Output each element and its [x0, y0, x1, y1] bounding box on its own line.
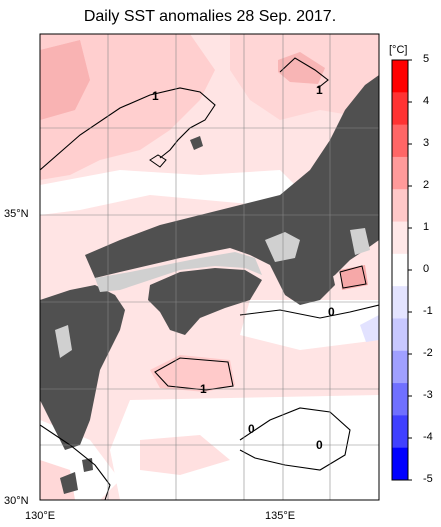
contour-label: 0 — [248, 422, 255, 436]
neutral-region-east — [240, 300, 379, 350]
colorbar-swatch — [392, 447, 408, 481]
ariake-sea — [55, 325, 72, 358]
lat-label-35n: 35°N — [4, 208, 29, 220]
contour-0-southwest — [40, 424, 111, 500]
colorbar-swatch — [392, 156, 408, 190]
contour-0-east — [239, 304, 379, 319]
colorbar-unit: [°C] — [389, 44, 408, 56]
contour-small-1 — [149, 154, 167, 168]
cool-patch-east — [360, 315, 379, 342]
contour-label: 0 — [316, 438, 323, 452]
contour-small-2 — [339, 265, 367, 289]
land-tanegashima — [60, 472, 78, 494]
colorbar-tick-label: 5 — [423, 53, 430, 65]
seto-inland-sea — [95, 252, 262, 292]
colorbar-swatch — [392, 221, 408, 255]
map-title: Daily SST anomalies 28 Sep. 2017. — [83, 8, 337, 25]
contour-label: 1 — [316, 83, 323, 97]
lat-label-30n: 30°N — [4, 495, 29, 507]
contour-label: 1 — [152, 89, 159, 103]
contour-1-south — [154, 357, 234, 391]
osaka-bay — [265, 232, 300, 262]
colorbar-tick-label: -2 — [423, 347, 433, 359]
ise-bay — [350, 228, 370, 255]
warm-blob-south — [150, 355, 235, 392]
neutral-band — [40, 170, 300, 215]
colorbar-swatch — [392, 253, 408, 287]
contour-1-north — [40, 87, 216, 171]
colorbar — [391, 59, 412, 481]
land-kii-peninsula — [270, 255, 335, 305]
colorbar-tick-label: 1 — [423, 221, 430, 233]
land-yakushima — [82, 458, 93, 472]
colorbar-tick-label: -3 — [423, 389, 433, 401]
warm-core-northwest — [40, 40, 90, 120]
colorbar-tick-label: 4 — [423, 95, 430, 107]
colorbar-swatch — [392, 415, 408, 449]
land-shikoku — [148, 268, 262, 335]
land-kyushu — [40, 285, 125, 450]
colorbar-tick-label: 0 — [423, 263, 430, 275]
colorbar-swatch — [392, 383, 408, 416]
colorbar-swatch — [392, 60, 408, 93]
colorbar-tick-label: 3 — [423, 137, 430, 149]
lon-label-130e: 130°E — [25, 510, 56, 522]
warm-blob-east — [340, 265, 368, 290]
colorbar-swatch — [392, 286, 408, 319]
colorbar-tick-label: 2 — [423, 179, 430, 191]
lon-label-135e: 135°E — [265, 510, 296, 522]
contour-label: 0 — [328, 305, 335, 319]
land-honshu — [85, 75, 379, 290]
graticule — [40, 34, 379, 500]
colorbar-swatch — [392, 92, 408, 126]
colorbar-swatch — [392, 318, 408, 352]
colorbar-swatch — [392, 124, 408, 158]
colorbar-tick-label: -5 — [423, 473, 433, 485]
contour-0-south — [239, 407, 351, 471]
contour-1-northeast — [279, 57, 329, 89]
contour-label: 1 — [200, 382, 207, 396]
colorbar-swatch — [392, 350, 408, 384]
colorbar-tick-label: -1 — [423, 305, 433, 317]
map-frame — [39, 33, 380, 501]
warm-core-north — [278, 52, 325, 84]
land-oki-islands — [190, 136, 203, 150]
colorbar-swatch — [392, 189, 408, 223]
colorbar-tick-label: -4 — [423, 431, 433, 443]
